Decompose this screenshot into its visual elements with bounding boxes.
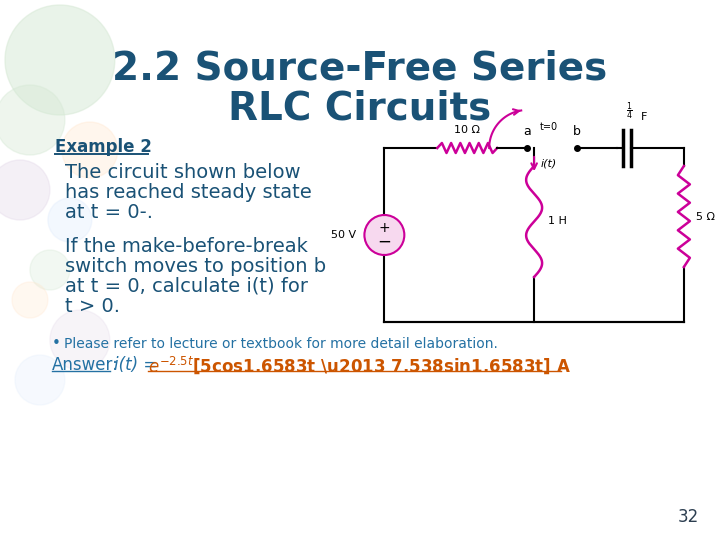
Circle shape [48,198,92,242]
Text: t > 0.: t > 0. [65,296,120,315]
Text: has reached steady state: has reached steady state [65,183,312,201]
Text: The circuit shown below: The circuit shown below [65,163,300,181]
Text: If the make-before-break: If the make-before-break [65,237,307,255]
Text: 1 H: 1 H [548,217,567,226]
Circle shape [0,160,50,220]
Circle shape [30,250,70,290]
Text: Please refer to lecture or textbook for more detail elaboration.: Please refer to lecture or textbook for … [64,337,498,351]
Circle shape [50,310,110,370]
Text: RLC Circuits: RLC Circuits [228,89,491,127]
Text: F: F [641,112,647,122]
Text: i(t) =: i(t) = [114,356,162,374]
Text: −: − [377,233,391,251]
Circle shape [62,122,118,178]
Circle shape [15,355,65,405]
Text: i(t): i(t) [540,159,557,169]
Text: t=0: t=0 [540,122,558,132]
Circle shape [0,85,65,155]
Text: b: b [573,125,581,138]
Text: 5 Ω: 5 Ω [696,212,715,221]
Text: at t = 0-.: at t = 0-. [65,202,153,221]
Text: switch moves to position b: switch moves to position b [65,256,326,275]
Text: •: • [52,336,60,352]
Circle shape [364,215,405,255]
Text: at t = 0, calculate i(t) for: at t = 0, calculate i(t) for [65,276,308,295]
Text: Answer:: Answer: [52,356,119,374]
Text: $\frac{1}{4}$: $\frac{1}{4}$ [626,100,634,122]
Text: 50 V: 50 V [331,230,356,240]
Text: +: + [379,221,390,235]
Text: Example 2: Example 2 [55,138,152,156]
Circle shape [12,282,48,318]
Text: $\mathit{e^{-2.5t}}$[5cos1.6583t \u2013 7.538sin1.6583t] A: $\mathit{e^{-2.5t}}$[5cos1.6583t \u2013 … [148,354,571,376]
Text: 10 Ω: 10 Ω [454,125,480,135]
Text: 32: 32 [678,508,699,526]
Text: a: a [523,125,531,138]
Circle shape [5,5,114,115]
Text: 2.2 Source-Free Series: 2.2 Source-Free Series [112,49,607,87]
